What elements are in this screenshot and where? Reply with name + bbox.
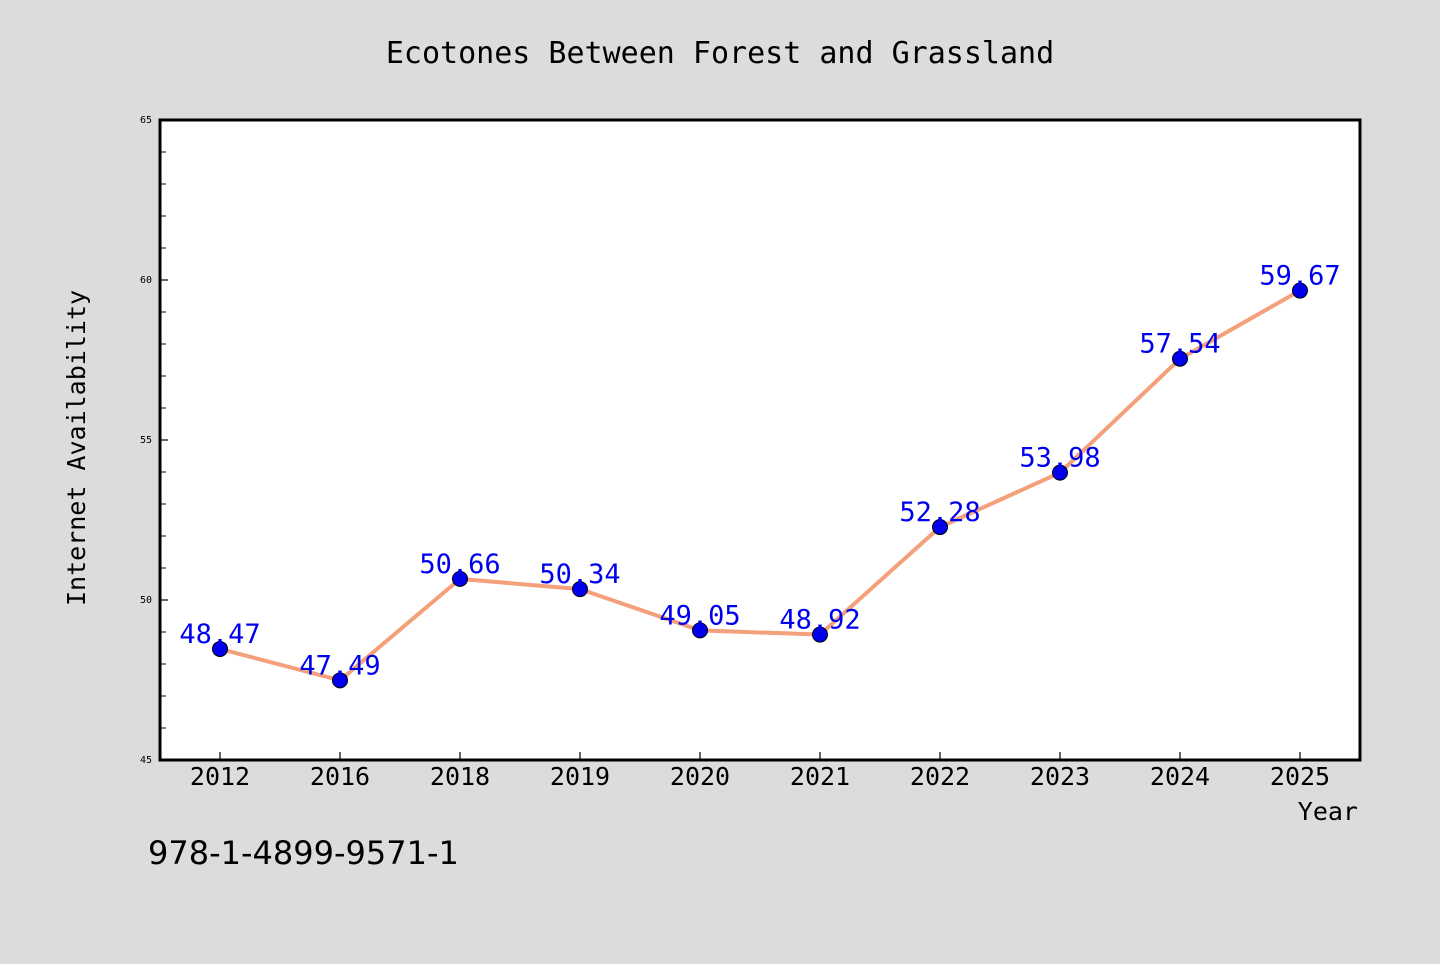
data-label: 50.34	[539, 559, 620, 590]
x-tick-label: 2020	[670, 762, 730, 791]
x-tick-label: 2023	[1030, 762, 1090, 791]
x-tick-label: 2018	[430, 762, 490, 791]
caption: 978-1-4899-9571-1	[148, 834, 459, 872]
data-point	[452, 570, 468, 587]
chart-marks: 45 50 55 60 65 2012 2016 2018 2019 2020 2021 2022 20…	[140, 115, 1341, 791]
x-tick-label: 2016	[310, 762, 370, 791]
data-label: 57.54	[1139, 329, 1220, 360]
y-tick-label: 45	[140, 755, 152, 766]
data-label: 48.47	[179, 619, 260, 650]
plot-frame	[158, 118, 1362, 762]
x-tick-label: 2019	[550, 762, 610, 791]
data-point	[212, 640, 228, 657]
data-point	[572, 581, 588, 598]
x-tick-label: 2012	[190, 762, 250, 791]
x-tick-label: 2024	[1150, 762, 1210, 791]
y-tick-label: 55	[140, 435, 152, 446]
data-point	[692, 622, 708, 639]
data-label: 53.98	[1019, 443, 1100, 474]
data-label: 52.28	[899, 497, 980, 528]
plot-area	[160, 120, 1360, 760]
x-tick-label: 2025	[1270, 762, 1330, 791]
chart-title: Ecotones Between Forest and Grassland	[386, 36, 1054, 71]
data-label: 50.66	[419, 549, 500, 580]
y-tick-label: 50	[140, 595, 152, 606]
y-tick-label: 60	[140, 275, 152, 286]
x-axis-label: Year	[1298, 797, 1358, 826]
data-point	[1172, 350, 1188, 367]
x-tick-label: 2022	[910, 762, 970, 791]
data-point	[932, 519, 948, 536]
data-label: 47.49	[299, 650, 380, 681]
data-point	[812, 626, 828, 643]
data-label: 59.67	[1259, 261, 1340, 292]
data-label: 49.05	[659, 600, 740, 631]
y-tick-label: 65	[140, 115, 152, 126]
series-line	[218, 288, 1302, 683]
data-point	[332, 672, 348, 689]
data-point	[1292, 282, 1308, 299]
data-point	[1052, 464, 1068, 481]
x-tick-label: 2021	[790, 762, 850, 791]
data-label: 48.92	[779, 605, 860, 636]
y-axis-label: Internet Availability	[62, 290, 91, 606]
